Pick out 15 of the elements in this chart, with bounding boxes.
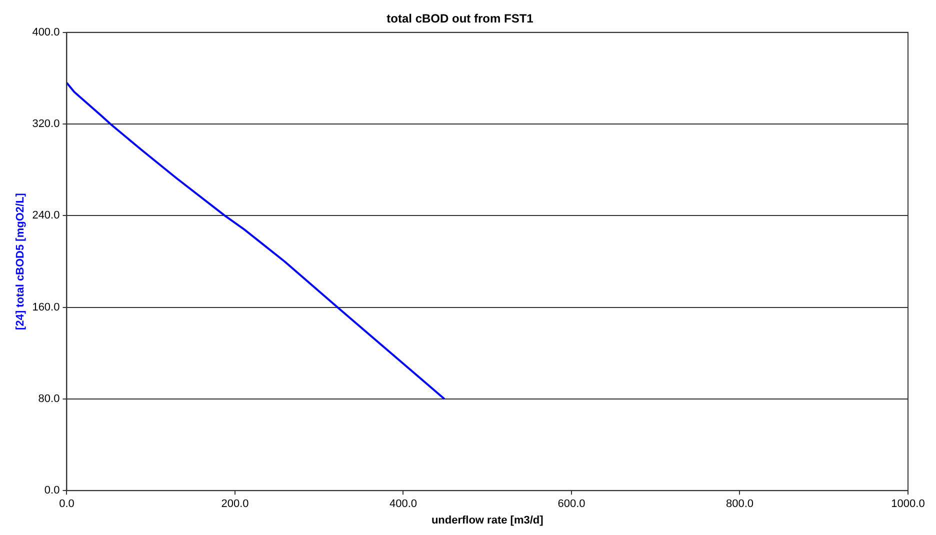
y-tick-label: 400.0 <box>32 26 60 38</box>
chart-title: total cBOD out from FST1 <box>386 12 534 26</box>
x-tick-label: 400.0 <box>389 498 417 510</box>
y-tick-label: 80.0 <box>38 392 60 405</box>
y-tick-label: 320.0 <box>32 118 60 130</box>
y-axis-title: [24] total cBOD5 [mgO2/L] <box>14 192 27 330</box>
x-tick-label: 200.0 <box>221 498 249 510</box>
x-tick-label: 800.0 <box>726 498 754 510</box>
x-tick-label: 600.0 <box>558 498 586 510</box>
y-tick-label: 0.0 <box>44 484 60 497</box>
x-axis-title: underflow rate [m3/d] <box>431 514 544 526</box>
x-tick-label: 0.0 <box>59 498 74 510</box>
y-tick-label: 240.0 <box>32 210 60 222</box>
x-tick-label: 1000.0 <box>891 498 925 510</box>
y-tick-label: 160.0 <box>32 301 60 314</box>
